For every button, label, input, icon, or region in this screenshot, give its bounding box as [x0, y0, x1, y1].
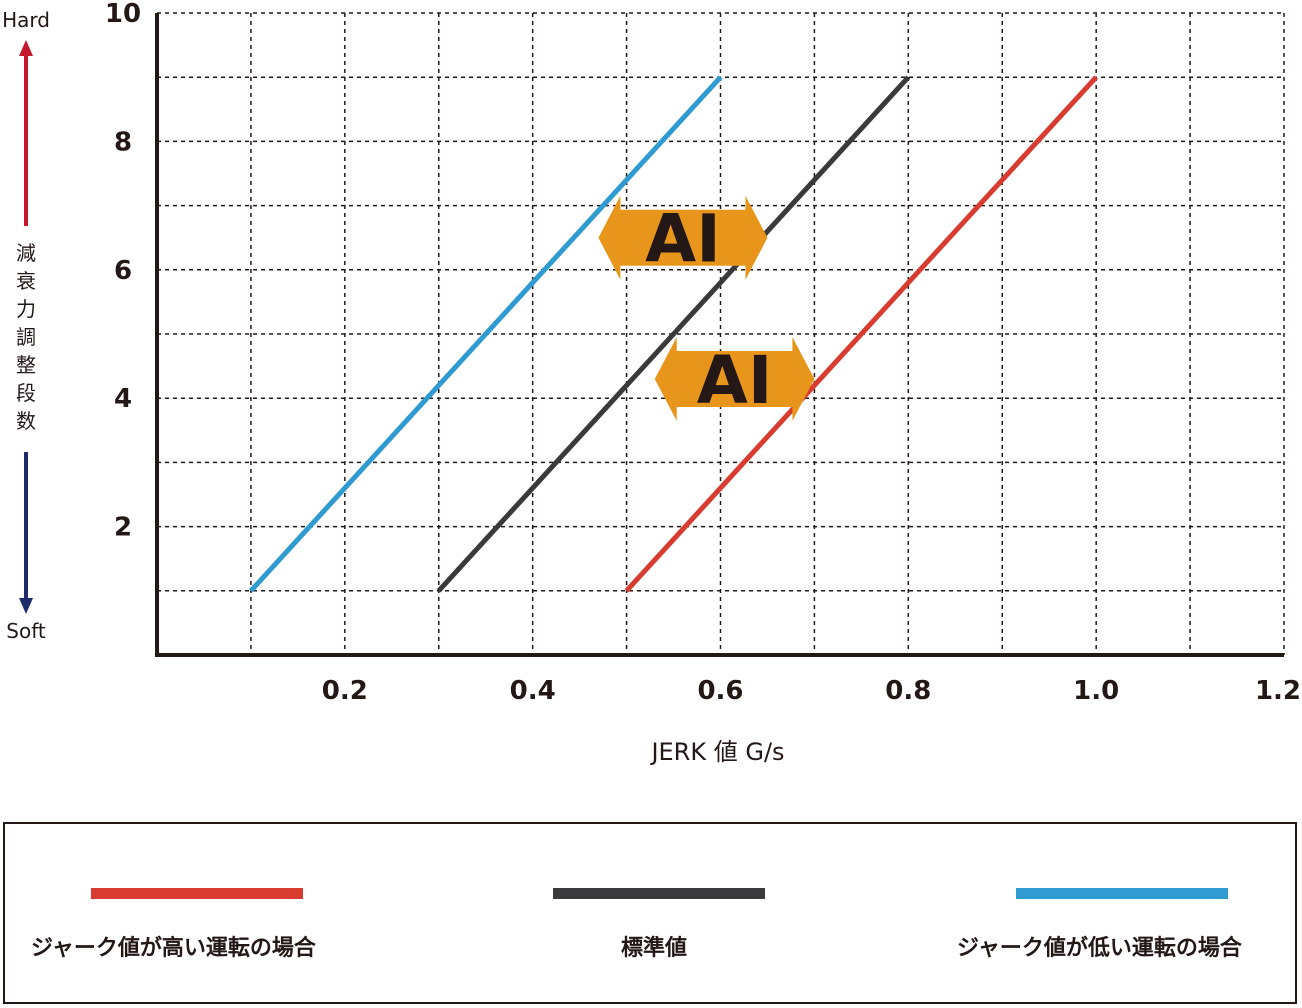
ai-label-0: AI [645, 201, 721, 278]
ai-annotations: AI AI [598, 195, 815, 421]
y-tick-label: 2 [114, 513, 132, 543]
series-line-1 [436, 75, 911, 593]
x-tick-label: 1.0 [1073, 676, 1119, 706]
y-axis-label-char: 衰 [16, 269, 36, 293]
hard-arrow-head [19, 40, 33, 56]
ai-label-1: AI [697, 342, 773, 419]
legend-label-high: ジャーク値が高い運転の場合 [31, 936, 316, 961]
jerk-chart: 2 4 6 8 10 0.2 0.4 0.6 0.8 1.0 1.2 AI AI JERK 値 G/… [2, 0, 1301, 766]
x-tick-label: 0.8 [885, 676, 931, 706]
soft-label: Soft [6, 619, 46, 643]
axes [155, 13, 1284, 657]
ai-double-arrow-0 [598, 195, 768, 280]
series-line-2 [249, 75, 723, 593]
ai-double-arrow-1 [654, 336, 815, 421]
y-tick-labels: 2 4 6 8 10 [105, 0, 141, 543]
y-axis-label-char: 減 [16, 241, 36, 265]
legend-label-standard: 標準値 [621, 936, 688, 961]
series-lines [249, 75, 1099, 593]
series-line-0 [624, 75, 1099, 593]
x-tick-label: 0.6 [697, 676, 743, 706]
legend-swatch-low [1016, 888, 1228, 899]
x-tick-label: 0.2 [322, 676, 368, 706]
x-axis-label: JERK 値 G/s [649, 738, 784, 766]
y-axis-label-char: 整 [16, 353, 36, 377]
soft-arrow-head [19, 598, 33, 614]
legend-label-low: ジャーク値が低い運転の場合 [957, 936, 1242, 961]
x-tick-labels: 0.2 0.4 0.6 0.8 1.0 1.2 [322, 676, 1301, 706]
legend: ジャーク値が高い運転の場合 標準値 ジャーク値が低い運転の場合 [3, 822, 1297, 1004]
y-tick-label: 10 [105, 0, 141, 29]
y-tick-label: 6 [114, 256, 132, 286]
x-tick-label: 0.4 [510, 676, 556, 706]
x-tick-label: 1.2 [1255, 676, 1301, 706]
y-axis-label-char: 調 [16, 325, 36, 349]
y-axis-label-char: 力 [16, 297, 36, 321]
legend-swatch-standard [553, 888, 765, 899]
grid-lines [157, 12, 1285, 655]
y-tick-label: 4 [114, 384, 132, 414]
y-axis-label-char: 段 [16, 381, 36, 405]
y-tick-label: 8 [114, 127, 132, 157]
y-axis-label-char: 数 [16, 409, 36, 433]
hard-label: Hard [2, 8, 50, 32]
legend-swatch-high [91, 888, 303, 899]
